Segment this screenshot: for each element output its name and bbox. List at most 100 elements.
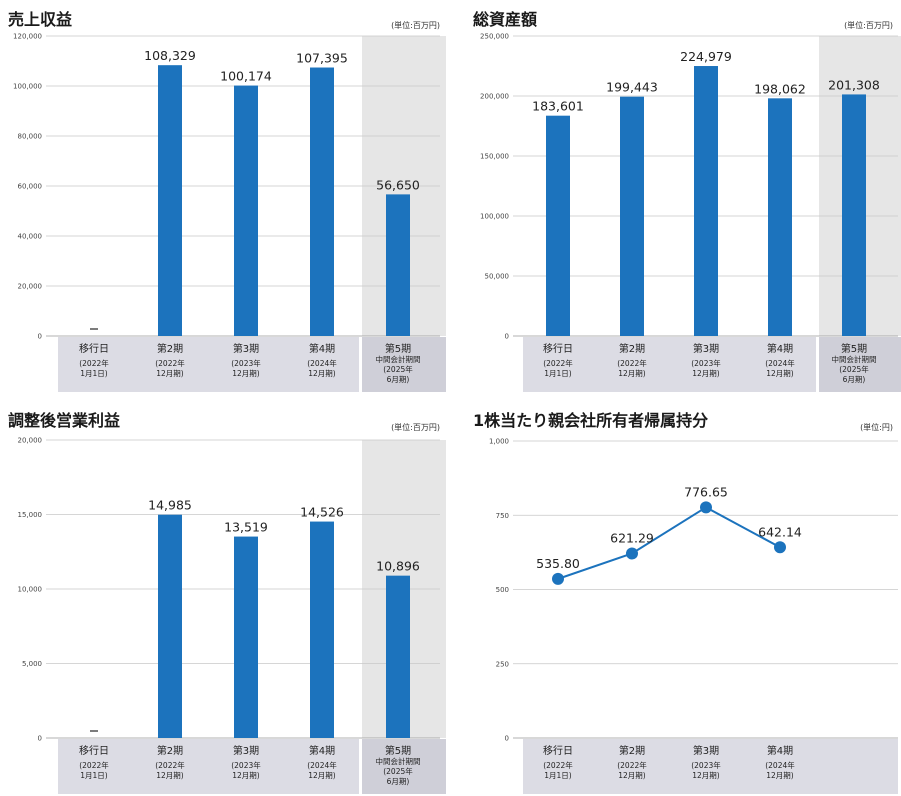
- x-category-label: 第4期: [309, 744, 335, 757]
- x-category-period: 12月期): [232, 369, 260, 378]
- y-tick-label: 750: [496, 512, 509, 520]
- x-category-period: 12月期): [692, 369, 720, 378]
- y-tick-label: 0: [505, 735, 509, 743]
- x-category-period: 1月1日): [80, 369, 108, 378]
- chart-panel-total-assets: 総資産額 (単位:百万円) 0 50,000 100,000 150,000 200,0…: [451, 0, 901, 398]
- data-label: 56,650: [376, 177, 420, 192]
- series-line: [557, 506, 781, 580]
- data-label: 107,395: [296, 51, 348, 66]
- x-category-year: (2022年: [543, 358, 573, 368]
- x-category-label: 第5期: [385, 342, 411, 355]
- y-tick-label: 15,000: [18, 511, 43, 519]
- data-point: [626, 547, 638, 560]
- data-point: [552, 572, 564, 585]
- x-category-sublabel: 中間会計期間: [376, 756, 421, 766]
- x-category-label: 第2期: [157, 342, 183, 355]
- x-category-year: (2023年: [231, 358, 261, 368]
- y-tick-label: 0: [38, 735, 42, 743]
- x-category-year: (2022年: [543, 760, 573, 770]
- data-label: 183,601: [532, 99, 584, 114]
- data-point: [774, 541, 786, 554]
- x-category-period: 6月期): [387, 777, 410, 786]
- y-tick-label: 5,000: [22, 660, 42, 668]
- y-tick-label: 10,000: [18, 586, 43, 594]
- x-category-year: (2024年: [307, 760, 337, 770]
- x-category-period: 6月期): [843, 375, 866, 384]
- x-category-year: (2023年: [691, 760, 721, 770]
- chart-panel-revenue: 売上収益 (単位:百万円) 0 20,000 40,000 60,000 80,000 1…: [0, 0, 450, 398]
- data-point: [700, 501, 712, 514]
- chart-equity-per-share: 02505007501,000移行日(2022年1月1日)第2期(2022年12…: [489, 438, 898, 794]
- data-label: 13,519: [224, 520, 268, 535]
- x-category-year: (2022年: [155, 358, 185, 368]
- x-category-label: 移行日: [543, 342, 573, 355]
- bar: [158, 514, 182, 738]
- y-tick-label: 60,000: [18, 183, 43, 191]
- x-category-label: 第3期: [693, 342, 719, 355]
- y-tick-label: 150,000: [480, 153, 509, 161]
- category-band: [58, 337, 359, 392]
- data-label: 14,526: [300, 505, 344, 520]
- chart-unit: (単位:円): [860, 423, 893, 432]
- x-category-period: 12月期): [618, 369, 646, 378]
- x-category-year: (2023年: [231, 760, 261, 770]
- x-category-period: 12月期): [156, 369, 184, 378]
- data-label: 621.29: [610, 530, 654, 545]
- chart-title: 売上収益: [8, 10, 73, 29]
- x-category-year: (2024年: [307, 358, 337, 368]
- x-category-period: 1月1日): [544, 771, 572, 780]
- chart-title: 総資産額: [473, 10, 538, 29]
- x-category-label: 第2期: [157, 744, 183, 757]
- bar: [386, 194, 410, 336]
- y-tick-label: 200,000: [480, 93, 509, 101]
- x-category-label: 第4期: [767, 744, 793, 757]
- data-label: 108,329: [144, 48, 196, 63]
- category-band: [58, 739, 359, 794]
- x-category-year: (2025年: [383, 364, 413, 374]
- y-tick-label: 250: [496, 660, 509, 668]
- y-tick-label: 100,000: [480, 213, 509, 221]
- chart-unit: (単位:百万円): [391, 21, 440, 30]
- x-category-label: 移行日: [543, 744, 573, 757]
- y-tick-label: 80,000: [18, 133, 43, 141]
- data-label: 201,308: [828, 77, 880, 92]
- x-category-label: 第3期: [233, 744, 259, 757]
- y-tick-label: 0: [505, 333, 509, 341]
- data-label: 100,174: [220, 69, 272, 84]
- chart-panel-equity-per-share: 1株当たり親会社所有者帰属持分 (単位:円) 0 250 500 750 1,000 移行…: [451, 400, 901, 796]
- y-tick-label: 50,000: [485, 273, 510, 281]
- chart-revenue: 0 20,000 40,000 60,000 80,000 100,000 120,000 移…: [13, 33, 446, 392]
- x-category-period: 1月1日): [80, 771, 108, 780]
- x-category-period: 12月期): [766, 771, 794, 780]
- x-category-period: 12月期): [308, 771, 336, 780]
- y-tick-label: 20,000: [18, 437, 43, 445]
- x-category-year: (2022年: [617, 760, 647, 770]
- x-category-sublabel: 中間会計期間: [376, 354, 421, 364]
- x-category-period: 6月期): [387, 375, 410, 384]
- data-label: 776.65: [684, 484, 728, 499]
- chart-unit: (単位:百万円): [844, 21, 893, 30]
- x-category-year: (2024年: [765, 760, 795, 770]
- category-band-highlight: [819, 337, 901, 392]
- x-category-year: (2025年: [839, 364, 869, 374]
- x-category-label: 第2期: [619, 744, 645, 757]
- x-category-period: 12月期): [232, 771, 260, 780]
- x-category-label: 第5期: [385, 744, 411, 757]
- x-category-year: (2025年: [383, 766, 413, 776]
- bar: [546, 115, 570, 336]
- chart-title: 調整後営業利益: [8, 411, 121, 430]
- y-tick-label: 100,000: [13, 83, 42, 91]
- x-category-year: (2022年: [79, 760, 109, 770]
- bar: [842, 94, 866, 337]
- chart-unit: (単位:百万円): [391, 423, 440, 432]
- y-tick-label: 0: [38, 333, 42, 341]
- x-category-year: (2024年: [765, 358, 795, 368]
- x-category-period: 1月1日): [544, 369, 572, 378]
- x-category-year: (2022年: [79, 358, 109, 368]
- data-label: 224,979: [680, 49, 732, 64]
- bar: [386, 575, 410, 738]
- data-label: 199,443: [606, 80, 658, 95]
- x-category-label: 移行日: [79, 744, 109, 757]
- x-category-label: 第5期: [841, 342, 867, 355]
